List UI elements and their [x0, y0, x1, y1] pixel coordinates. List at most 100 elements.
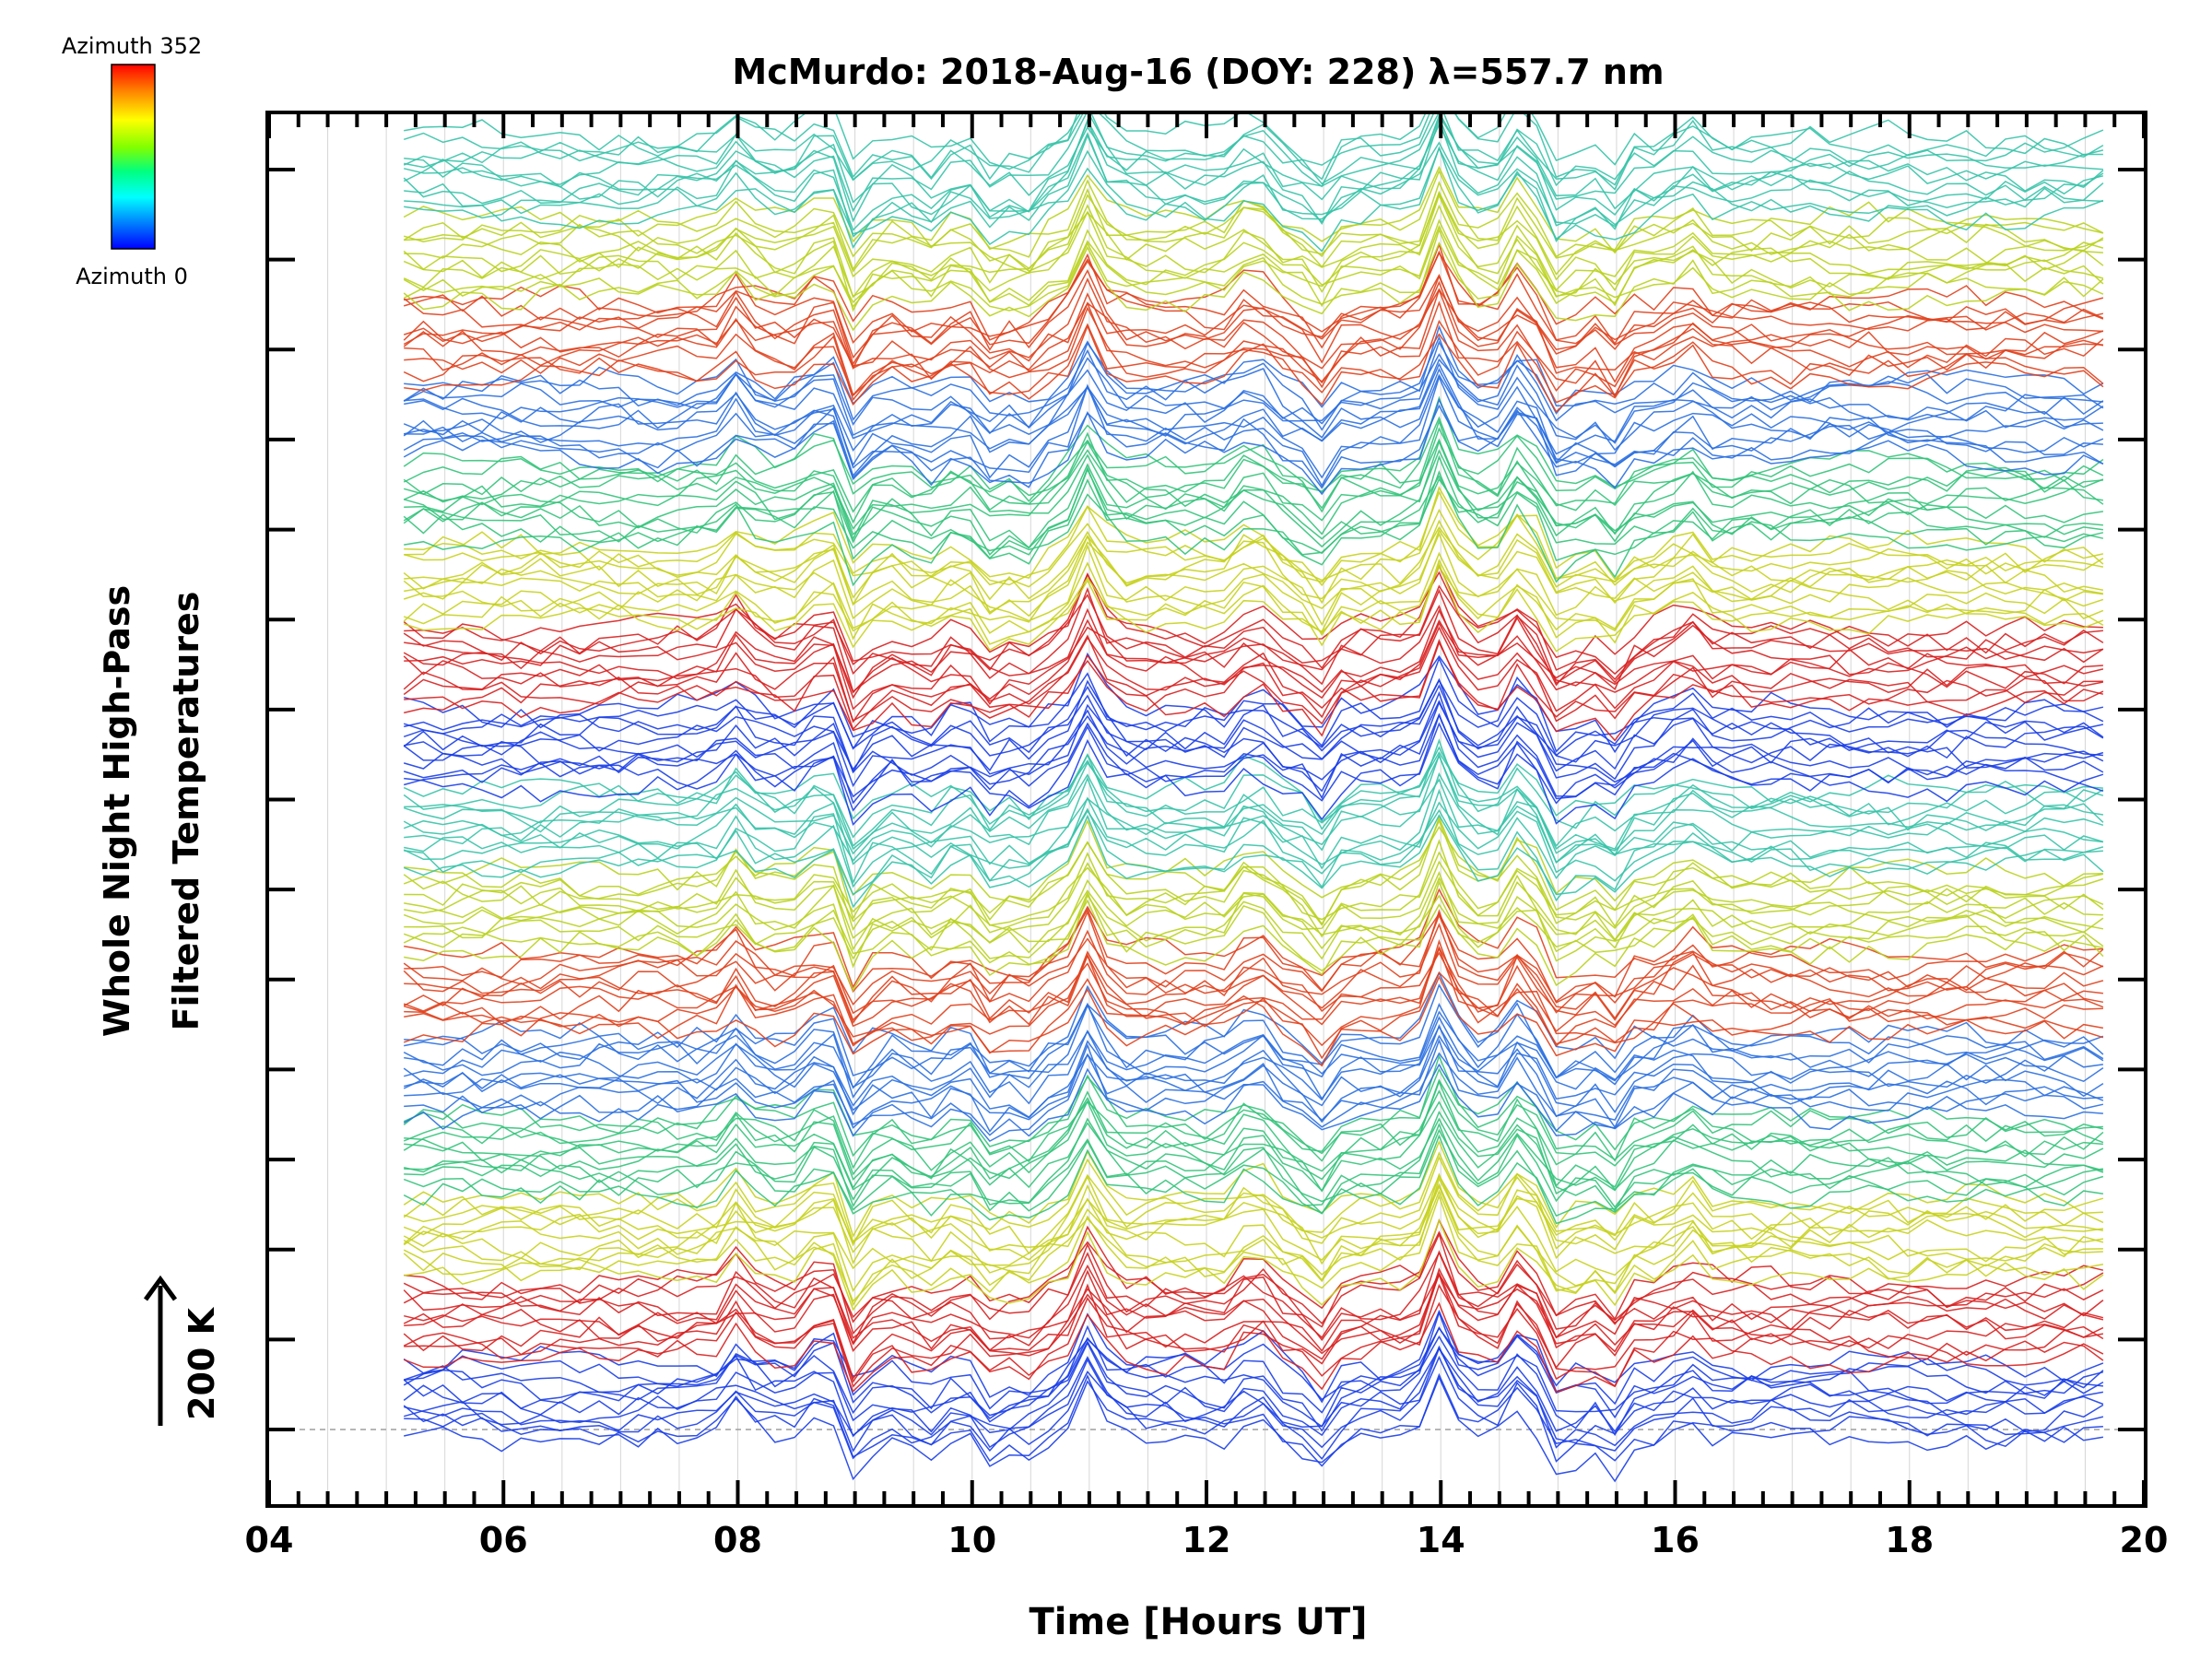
- series-line-137: [403, 362, 2104, 477]
- series-line-42: [403, 1089, 2104, 1170]
- series-line-150: [403, 288, 2103, 366]
- series-line-130: [403, 418, 2104, 513]
- series-line-129: [403, 438, 2104, 524]
- series-line-143: [403, 324, 2104, 415]
- series-line-21: [403, 1230, 2104, 1335]
- series-line-12: [403, 1301, 2104, 1394]
- series-line-110: [404, 571, 2103, 671]
- series-line-170: [404, 119, 2104, 226]
- series-line-54: [404, 971, 2104, 1086]
- series-line-91: [403, 712, 2104, 805]
- series-line-23: [404, 1218, 2104, 1307]
- series-line-113: [403, 561, 2104, 637]
- series-line-81: [403, 788, 2103, 888]
- x-tick-label: 04: [245, 1520, 294, 1560]
- series-line-11: [403, 1309, 2104, 1404]
- series-line-67: [404, 899, 2104, 992]
- series-line-27: [403, 1172, 2104, 1277]
- series-line-142: [404, 340, 2104, 431]
- series-line-104: [403, 618, 2103, 719]
- series-line-1: [404, 1373, 2103, 1483]
- x-tick-label: 06: [479, 1520, 528, 1560]
- series-line-16: [403, 1267, 2104, 1357]
- series-line-169: [403, 118, 2104, 231]
- series-line-172: [404, 114, 2103, 213]
- series-line-103: [403, 626, 2104, 724]
- series-line-10: [404, 1326, 2104, 1410]
- series-line-134: [403, 404, 2104, 489]
- series-line-19: [403, 1251, 2104, 1339]
- series-line-6: [403, 1341, 2104, 1437]
- series-line-123: [403, 477, 2104, 566]
- series-line-105: [403, 608, 2104, 705]
- series-line-47: [404, 1038, 2104, 1133]
- series-line-14: [403, 1273, 2104, 1388]
- series-line-22: [404, 1218, 2104, 1324]
- series-line-107: [404, 586, 2104, 693]
- scale-arrow: 200 K: [143, 1275, 222, 1426]
- series-line-57: [403, 971, 2104, 1067]
- x-tick-label: 14: [1417, 1520, 1465, 1560]
- series-line-120: [404, 490, 2104, 586]
- series-line-85: [403, 754, 2104, 852]
- plot-frame: [265, 111, 2147, 1508]
- series-line-88: [403, 750, 2104, 830]
- series-line-46: [404, 1052, 2103, 1143]
- series-line-17: [404, 1250, 2104, 1360]
- series-line-61: [403, 950, 2104, 1025]
- series-line-141: [403, 348, 2104, 435]
- series-line-37: [404, 1110, 2104, 1215]
- series-line-63: [403, 909, 2104, 1021]
- series-line-39: [404, 1100, 2104, 1194]
- x-tick-label: 20: [2120, 1520, 2169, 1560]
- series-line-125: [403, 454, 2103, 557]
- series-line-5: [404, 1347, 2104, 1453]
- y-axis-label-line2: Filtered Temperatures: [166, 592, 206, 1031]
- series-line-92: [403, 690, 2104, 805]
- series-line-77: [403, 818, 2104, 908]
- x-tick-label: 08: [713, 1520, 762, 1560]
- series-line-50: [403, 1016, 2104, 1113]
- series-line-29: [403, 1182, 2104, 1265]
- series-line-84: [403, 753, 2104, 864]
- series-line-156: [403, 241, 2104, 312]
- series-line-149: [403, 274, 2104, 383]
- series-line-43: [403, 1053, 2103, 1161]
- x-axis-label: Time [Hours UT]: [1030, 1601, 1368, 1643]
- series-line-131: [403, 416, 2104, 513]
- series-line-74: [404, 851, 2104, 926]
- series-line-34: [403, 1134, 2104, 1221]
- series-line-166: [404, 147, 2104, 253]
- series-line-59: [404, 946, 2103, 1047]
- series-line-55: [404, 983, 2104, 1075]
- series-line-128: [404, 427, 2103, 541]
- series-line-58: [404, 939, 2103, 1047]
- series-line-44: [403, 1067, 2104, 1155]
- scale-label: 200 K: [182, 1306, 222, 1420]
- series-line-3: [403, 1355, 2104, 1463]
- series-line-164: [403, 169, 2104, 273]
- series-line-36: [404, 1128, 2104, 1212]
- series-line-35: [403, 1123, 2104, 1225]
- series-line-161: [404, 187, 2104, 293]
- series-line-97: [404, 676, 2104, 757]
- series-line-108: [403, 584, 2104, 687]
- series-line-175: [403, 114, 2104, 191]
- legend-colorbar: [111, 64, 156, 250]
- legend-bottom-label: Azimuth 0: [76, 264, 188, 289]
- series-line-56: [403, 975, 2104, 1060]
- series-line-133: [403, 397, 2104, 496]
- series-line-52: [404, 1002, 2104, 1090]
- series-line-160: [403, 204, 2103, 299]
- series-line-109: [403, 564, 2103, 676]
- series-line-162: [404, 190, 2104, 276]
- series-line-18: [404, 1269, 2104, 1346]
- series-line-139: [404, 358, 2104, 452]
- series-lines: [403, 114, 2104, 1483]
- series-line-78: [403, 814, 2104, 909]
- series-line-13: [404, 1283, 2104, 1391]
- series-line-72: [404, 839, 2104, 951]
- series-line-75: [403, 815, 2103, 932]
- chart-title: McMurdo: 2018-Aug-16 (DOY: 228) λ=557.7 …: [732, 52, 1664, 92]
